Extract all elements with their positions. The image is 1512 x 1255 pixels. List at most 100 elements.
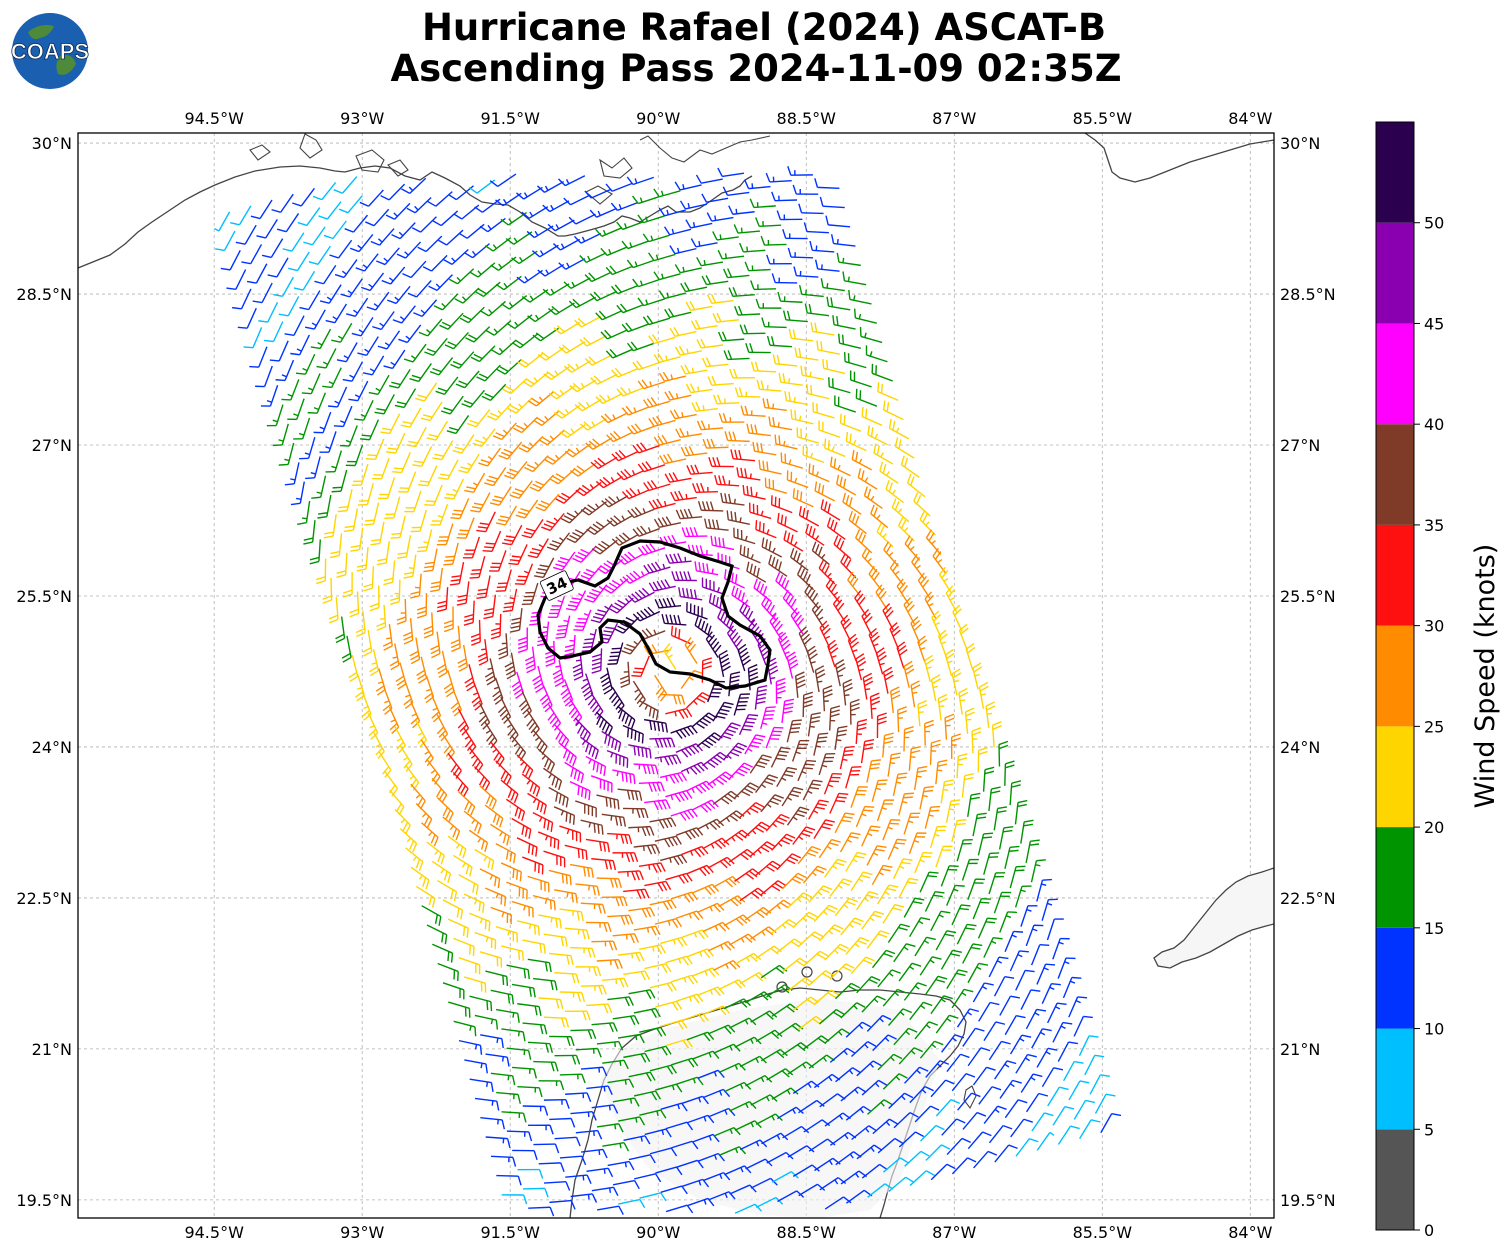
wind-barb bbox=[513, 416, 539, 434]
wind-barb bbox=[334, 259, 358, 279]
colorbar-tick-label: 30 bbox=[1424, 617, 1444, 636]
wind-barb bbox=[708, 457, 734, 468]
wind-barb bbox=[626, 341, 655, 352]
wind-barb bbox=[842, 271, 867, 286]
wind-barb bbox=[658, 371, 687, 382]
lat-tick-left: 30°N bbox=[32, 134, 72, 153]
wind-barb bbox=[348, 380, 369, 402]
wind-barb bbox=[243, 327, 263, 349]
wind-barb bbox=[416, 529, 433, 553]
wind-barb bbox=[547, 302, 575, 316]
wind-barb bbox=[507, 397, 533, 414]
wind-barb bbox=[736, 467, 761, 481]
wind-barb bbox=[782, 310, 808, 323]
wind-barb bbox=[349, 591, 360, 618]
wind-barb bbox=[718, 412, 745, 423]
wind-barb bbox=[342, 572, 353, 598]
wind-barb bbox=[696, 338, 724, 349]
wind-barb bbox=[717, 167, 745, 178]
wind-barb bbox=[515, 499, 539, 519]
wind-barb bbox=[776, 210, 803, 221]
wind-barb bbox=[537, 263, 565, 277]
wind-barb bbox=[595, 392, 623, 405]
wind-barb bbox=[310, 328, 332, 350]
wind-barb bbox=[826, 296, 851, 311]
wind-barb bbox=[275, 359, 295, 382]
wind-barb bbox=[658, 290, 686, 300]
wind-barb bbox=[750, 361, 777, 373]
wind-barb bbox=[777, 291, 803, 303]
wind-barb bbox=[339, 425, 358, 447]
wind-barb bbox=[350, 527, 364, 552]
wind-barb bbox=[659, 453, 687, 465]
wind-barb bbox=[322, 577, 333, 604]
wind-barb bbox=[590, 456, 618, 470]
wind-barb bbox=[591, 539, 618, 555]
wind-barb bbox=[392, 305, 416, 324]
wind-barb bbox=[230, 205, 252, 226]
wind-barb bbox=[380, 183, 406, 201]
lon-tick-top: 93°W bbox=[340, 109, 384, 128]
wind-barb bbox=[276, 213, 300, 233]
wind-barb bbox=[401, 177, 427, 194]
wind-barb bbox=[717, 249, 745, 260]
wind-barb bbox=[543, 366, 570, 381]
wind-barb bbox=[456, 581, 470, 606]
wind-barb bbox=[384, 496, 401, 519]
wind-barb bbox=[435, 376, 459, 396]
wind-barb bbox=[664, 472, 692, 483]
wind-barb bbox=[394, 388, 417, 409]
wind-barb bbox=[484, 466, 507, 487]
wind-barb bbox=[417, 235, 443, 253]
wind-barb bbox=[750, 280, 776, 291]
wind-barb bbox=[810, 321, 835, 336]
wind-barb bbox=[346, 297, 369, 318]
wind-barb bbox=[345, 444, 364, 467]
lon-tick-bottom: 88.5°W bbox=[777, 1223, 837, 1242]
wind-barb bbox=[611, 532, 639, 546]
wind-barb bbox=[492, 422, 517, 441]
wind-barb bbox=[282, 232, 305, 252]
colorbar-tick-label: 20 bbox=[1424, 818, 1444, 837]
wind-barb bbox=[403, 343, 427, 363]
wind-barb bbox=[861, 407, 883, 427]
wind-barb bbox=[487, 403, 512, 421]
wind-barb bbox=[653, 188, 681, 198]
wind-barb bbox=[798, 203, 824, 215]
wind-barb bbox=[364, 502, 380, 526]
wind-barb bbox=[653, 353, 681, 364]
wind-barb bbox=[569, 379, 597, 393]
wind-barb bbox=[360, 419, 380, 441]
wind-barb bbox=[424, 484, 443, 507]
wind-barb bbox=[410, 509, 427, 533]
wind-barb bbox=[782, 229, 808, 240]
wind-barb bbox=[342, 361, 364, 382]
colorbar-bin bbox=[1376, 1028, 1414, 1130]
wind-barb bbox=[343, 508, 359, 533]
lat-tick-left: 24°N bbox=[32, 738, 72, 757]
wind-barb bbox=[758, 459, 782, 475]
wind-barb bbox=[690, 319, 718, 330]
wind-barb bbox=[836, 252, 861, 267]
wind-barb bbox=[387, 285, 411, 305]
wind-barb bbox=[455, 370, 480, 389]
wind-barb bbox=[601, 495, 629, 508]
wind-barb bbox=[812, 402, 835, 419]
wind-barb bbox=[675, 427, 703, 439]
wind-barb bbox=[855, 388, 878, 407]
wind-barb bbox=[621, 487, 650, 500]
colorbar-tick-label: 10 bbox=[1424, 1020, 1444, 1039]
lon-tick-bottom: 90°W bbox=[636, 1223, 680, 1242]
wind-barb bbox=[260, 385, 279, 407]
wind-barb bbox=[315, 558, 327, 585]
wind-barb bbox=[491, 339, 517, 356]
wind-barb bbox=[580, 501, 608, 516]
wind-barb bbox=[426, 420, 448, 441]
wind-barb bbox=[328, 597, 339, 624]
wind-barb bbox=[819, 196, 845, 209]
wind-barb bbox=[664, 308, 692, 319]
wind-barb bbox=[564, 443, 592, 458]
wind-barb bbox=[266, 404, 284, 427]
lon-tick-top: 90°W bbox=[636, 109, 680, 128]
